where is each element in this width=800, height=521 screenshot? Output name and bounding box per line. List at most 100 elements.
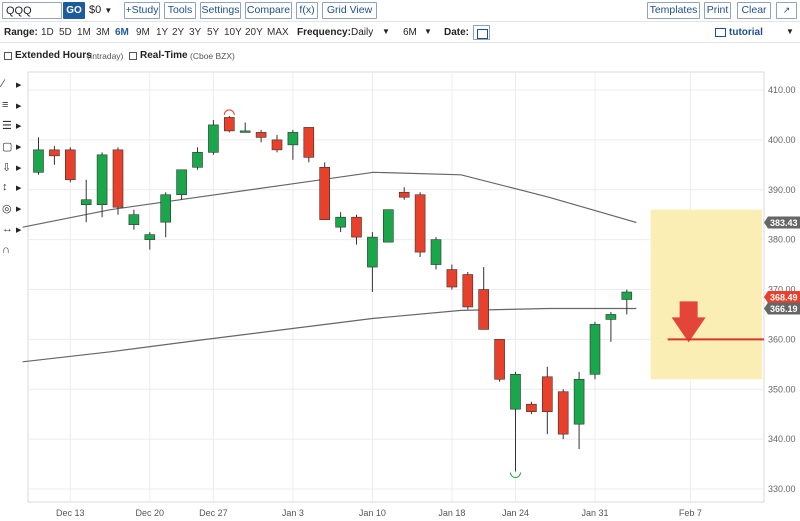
symbol-input[interactable] [2,2,62,19]
candle [192,147,203,170]
candle [430,237,442,270]
x-tick-label: Dec 13 [56,508,85,518]
range-3y[interactable]: 3Y [189,27,202,38]
candle-body-down [112,149,124,208]
target-tool-icon[interactable]: ◎ ▶ [2,203,22,215]
y-tick-label: 340.00 [768,434,796,444]
tutorial-link[interactable]: tutorial [729,27,763,38]
candle [112,147,124,215]
candle [367,232,378,292]
y-tick-label: 380.00 [768,235,796,245]
compare-button[interactable]: Compare [245,2,292,19]
candle [128,209,140,230]
frequency-select[interactable]: Daily [351,27,374,38]
fibonacci-tool-icon[interactable]: ≡ ▶ [2,99,22,111]
x-tick-label: Dec 20 [136,508,165,518]
candle-body-down [446,269,458,288]
candle [33,137,44,175]
chevron-down-icon[interactable]: ▼ [424,27,432,36]
calendar-icon[interactable] [473,25,490,40]
range-6m[interactable]: 6M [115,27,129,38]
chevron-down-icon[interactable]: ▼ [786,27,794,36]
range-10y[interactable]: 10Y [224,27,242,38]
ma-price-label: 383.43 [764,216,800,229]
function-button[interactable]: f(x) [296,2,318,19]
line-tool-icon[interactable]: ∕ ▶ [2,78,22,90]
candle-body-down [478,289,490,330]
candle [176,169,187,200]
range-9m[interactable]: 9M [136,27,150,38]
candle-body-down [494,339,505,380]
ma-price-label: 366.19 [764,302,800,315]
chevron-down-icon[interactable]: ▼ [382,27,390,36]
candle-body-down [255,132,267,138]
price-chart[interactable]: 410.00 400.00 390.00 380.00 370.00 360.00 350.… [0,66,800,521]
compare-symbol-icon[interactable]: $0 ▼ [89,2,112,19]
candle [573,371,585,450]
tools-button[interactable]: Tools [164,2,196,19]
templates-button[interactable]: Templates [647,2,700,19]
arrow-tool-icon[interactable]: ⇩ ▶ [2,162,22,174]
candle [462,272,474,310]
candle [80,179,92,223]
range-1d[interactable]: 1D [41,27,54,38]
range-20y[interactable]: 20Y [245,27,263,38]
candle [382,209,394,243]
candle [526,401,537,415]
candle-body-up [287,132,299,146]
candle-body-up [621,291,633,300]
y-tick-label: 400.00 [768,135,796,145]
svg-text:383.43: 383.43 [770,218,798,228]
candle-body-up [573,378,585,425]
range-3m[interactable]: 3M [96,27,110,38]
moving-average-long [22,307,637,363]
real-time-checkbox[interactable] [129,52,137,60]
add-study-button[interactable]: +Study [124,2,160,19]
period-select[interactable]: 6M [403,27,417,38]
range-1m[interactable]: 1M [77,27,91,38]
range-5d[interactable]: 5D [59,27,72,38]
range-1y[interactable]: 1Y [156,27,169,38]
y-tick-label: 360.00 [768,334,796,344]
go-button[interactable]: GO [63,2,85,19]
candle-body-down [49,149,60,157]
range-5y[interactable]: 5Y [207,27,220,38]
candle-body-up [33,149,44,173]
expand-icon[interactable]: ↗ [776,2,797,19]
real-time-sub: (Cboe BZX) [190,51,235,61]
candle-body-down [303,127,315,158]
range-toolbar: Range: 1D 5D 1M 3M 6M 9M 1Y 2Y 3Y 5Y 10Y… [0,23,800,43]
candle [49,145,60,165]
candle [351,214,362,245]
pattern-tool-icon[interactable]: ☰ ▶ [2,120,22,132]
candle [446,264,458,290]
rectangle-tool-icon[interactable]: ▢ ▶ [2,141,22,153]
range-max[interactable]: MAX [267,27,289,38]
candle [541,366,553,435]
measure-tool-icon[interactable]: ↕ ▶ [2,181,22,193]
x-tick-label: Jan 24 [502,508,529,518]
y-tick-label: 410.00 [768,85,796,95]
grid-view-button[interactable]: Grid View [322,2,377,19]
range-2y[interactable]: 2Y [172,27,185,38]
candle [255,129,267,143]
clear-button[interactable]: Clear [737,2,771,19]
candle-body-down [541,376,553,412]
candle-body-up [80,199,92,206]
candle-body-up [128,214,140,225]
candle [335,212,346,233]
ruler-tool-icon[interactable]: ↔ ▶ [2,223,22,235]
candle-body-up [208,124,219,153]
extended-hours-label: Extended Hours [15,50,92,61]
candle-body-up [96,154,108,206]
settings-button[interactable]: Settings [200,2,241,19]
candle-body-up [192,152,203,168]
extended-hours-checkbox[interactable] [4,52,12,60]
candle [510,371,521,472]
magnet-tool-icon[interactable]: ∩ [2,244,10,256]
svg-text:366.19: 366.19 [770,304,798,314]
extended-hours-sub: (Intraday) [87,51,124,61]
candle-body-up [367,236,378,268]
print-button[interactable]: Print [704,2,731,19]
candle-body-down [526,403,537,412]
